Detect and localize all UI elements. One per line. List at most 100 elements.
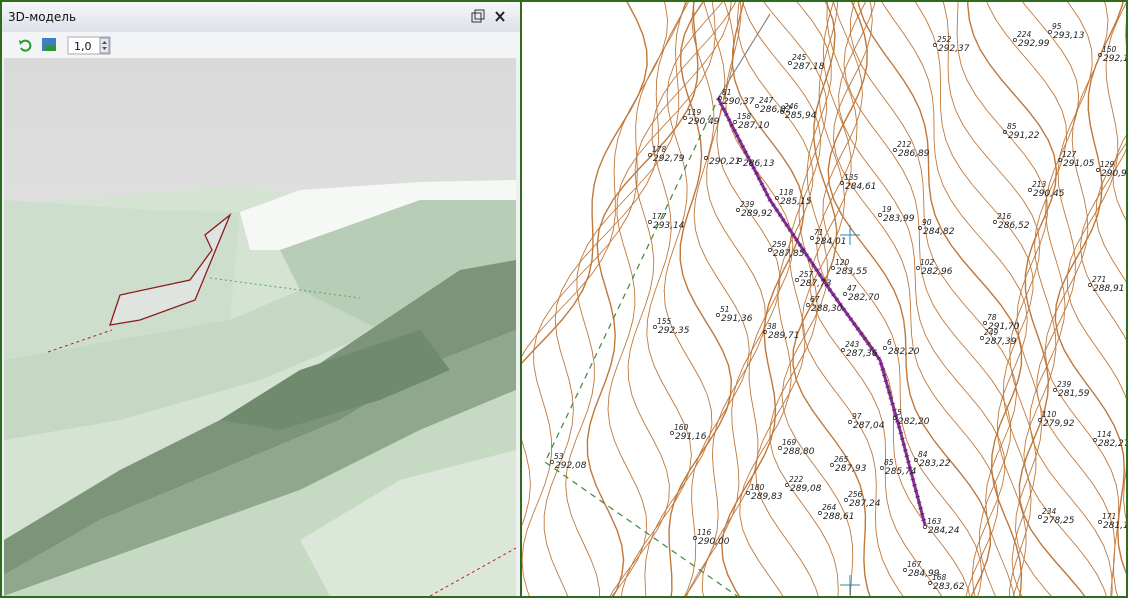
point-id: 264	[822, 503, 837, 512]
point-marker	[775, 196, 779, 200]
point-marker	[1058, 158, 1062, 162]
float-button[interactable]	[471, 9, 485, 23]
point-elevation: 282,70	[848, 293, 880, 303]
point-id: 224	[1017, 30, 1032, 39]
point-marker	[1003, 130, 1007, 134]
point-id: 53	[554, 452, 564, 461]
point-elevation: 286,82	[760, 105, 792, 115]
point-marker	[903, 568, 907, 572]
point-elevation: 291,36	[721, 314, 753, 324]
point-marker	[841, 348, 845, 352]
point-id: 71	[814, 228, 824, 237]
point-id: 47	[847, 284, 857, 293]
point-elevation: 283,22	[919, 459, 951, 469]
point-elevation: 288,30	[811, 304, 843, 314]
point-id: 213	[1032, 180, 1047, 189]
point-elevation: 287,85	[773, 249, 805, 259]
point-id: 271	[1092, 275, 1106, 284]
point-marker	[550, 460, 554, 464]
panel-title: 3D-модель	[8, 10, 76, 24]
point-marker	[693, 536, 697, 540]
point-id: 102	[920, 258, 935, 267]
point-marker	[778, 446, 782, 450]
point-id: 178	[652, 145, 667, 154]
point-elevation: 284,99	[908, 569, 940, 579]
3d-view	[4, 58, 516, 596]
point-elevation: 284,01	[815, 237, 847, 247]
point-elevation: 288,91	[1093, 284, 1125, 294]
close-button[interactable]	[495, 11, 505, 22]
point-elevation: 286,89	[898, 149, 930, 159]
refresh-button[interactable]	[19, 39, 32, 52]
point-marker	[653, 325, 657, 329]
point-marker	[1048, 30, 1052, 34]
point-marker	[844, 498, 848, 502]
point-id: 252	[937, 35, 952, 44]
point-id: 265	[834, 455, 849, 464]
contour-line	[781, 2, 854, 596]
point-id: 116	[697, 528, 712, 537]
point-id: 158	[737, 112, 752, 121]
point-id: 256	[848, 490, 863, 499]
point-elevation: 287,39	[985, 337, 1017, 347]
point-marker	[883, 346, 887, 350]
contour-line	[742, 2, 822, 596]
point-marker	[670, 431, 674, 435]
contour-line	[849, 2, 1017, 596]
point-elevation: 292,35	[658, 326, 690, 336]
point-id: 38	[767, 322, 777, 331]
point-elevation: 290,21	[709, 157, 741, 167]
point-id: 110	[1042, 410, 1057, 419]
point-marker	[746, 491, 750, 495]
point-id: 78	[987, 313, 997, 322]
point-id: 51	[720, 305, 730, 314]
point-id: 119	[687, 108, 702, 117]
point-elevation: 279,92	[1043, 419, 1075, 429]
point-elevation: 288,61	[823, 512, 855, 522]
point-elevation: 287,73	[800, 279, 832, 289]
contour-line	[668, 2, 733, 596]
point-elevation: 287,36	[846, 349, 878, 359]
point-id: 118	[779, 188, 794, 197]
point-id: 180	[750, 483, 765, 492]
point-elevation: 292,99	[1018, 39, 1050, 49]
point-marker	[1038, 418, 1042, 422]
point-marker	[1053, 388, 1057, 392]
point-elevation: 292,37	[938, 44, 970, 54]
point-marker	[1088, 283, 1092, 287]
point-elevation: 290,37	[723, 97, 755, 107]
point-marker	[716, 313, 720, 317]
layer-button[interactable]	[42, 38, 56, 51]
point-marker	[933, 43, 937, 47]
point-marker	[755, 104, 759, 108]
contour-line	[543, 2, 689, 596]
point-marker	[1098, 53, 1102, 57]
point-marker	[788, 61, 792, 65]
point-id: 239	[1057, 380, 1072, 389]
point-elevation: 283,99	[883, 214, 915, 224]
point-id: 171	[1102, 512, 1116, 521]
point-elevation: 282,96	[921, 267, 953, 277]
contour-line	[1080, 19, 1126, 341]
point-marker	[648, 153, 652, 157]
point-id: 249	[984, 328, 999, 337]
point-elevation: 291,16	[675, 432, 707, 442]
point-id: 234	[1042, 507, 1057, 516]
spin-button[interactable]	[99, 37, 110, 54]
contour-line	[684, 2, 750, 596]
point-marker	[843, 292, 847, 296]
point-id: 168	[932, 573, 947, 582]
point-elevation: 290,49	[688, 117, 720, 127]
point-marker	[878, 213, 882, 217]
point-elevation: 285,15	[780, 197, 812, 207]
panel-header	[2, 2, 520, 32]
contour-line	[763, 2, 839, 596]
contour-line	[801, 2, 904, 596]
point-id: 257	[799, 270, 814, 279]
point-elevation: 282,20	[888, 347, 920, 357]
contour-line	[832, 2, 999, 596]
point-elevation: 283,62	[933, 582, 965, 592]
point-id: 216	[997, 212, 1012, 221]
point-elevation: 278,25	[1043, 516, 1075, 526]
